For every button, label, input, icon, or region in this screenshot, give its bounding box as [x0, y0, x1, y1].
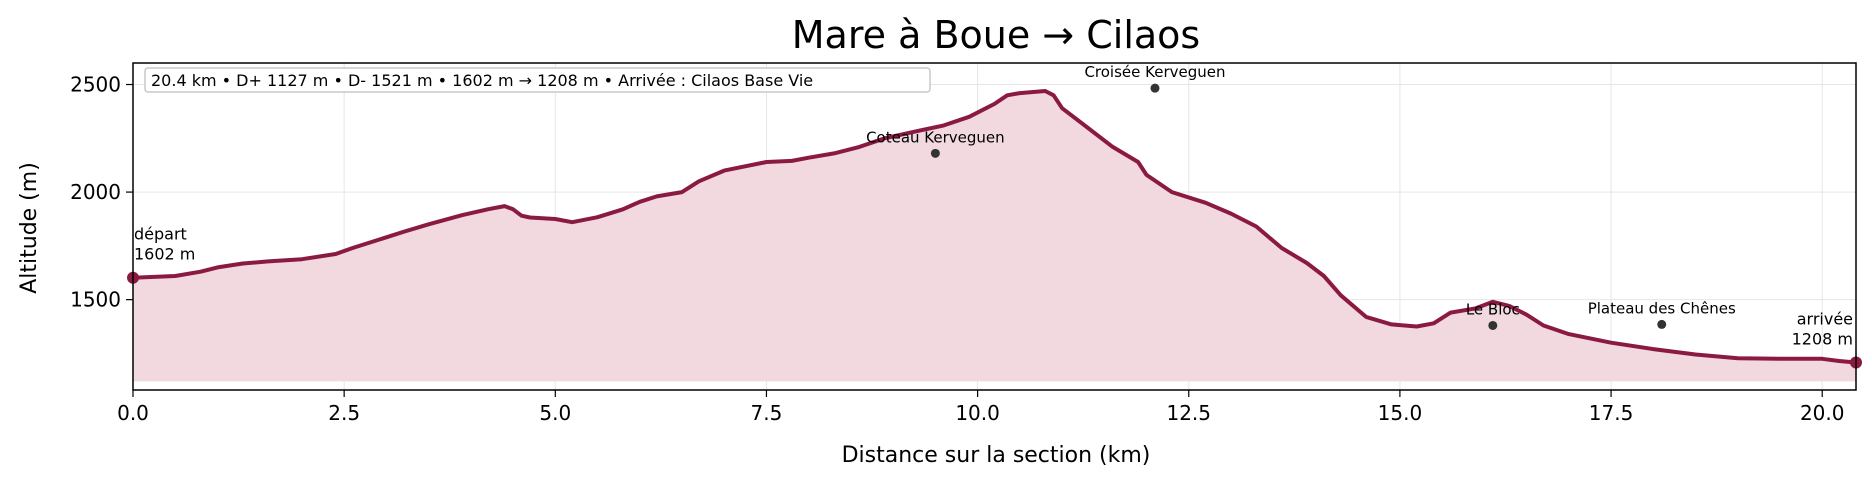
x-tick-label: 12.5	[1166, 401, 1211, 425]
waypoint-dot	[1657, 319, 1667, 329]
endpoint-label: arrivée	[1797, 309, 1853, 328]
y-tick-label: 1500	[70, 288, 121, 312]
endpoint-altitude: 1602 m	[134, 245, 195, 264]
waypoint-label: Plateau des Chênes	[1588, 299, 1736, 317]
markers: Coteau Kerveguen Croisée Kerveguen Le Bloc…	[127, 63, 1862, 369]
waypoint-dot	[1488, 320, 1498, 330]
y-axis-label: Altitude (m)	[17, 162, 42, 294]
y-tick-label: 2500	[70, 73, 121, 97]
x-tick-label: 2.5	[328, 401, 360, 425]
endpoint-altitude: 1208 m	[1792, 329, 1853, 348]
axis-ticks: 0.0 2.5 5.0 7.5 10.0 12.5 15.0 17.5 20.0 1500 2000…	[70, 73, 1844, 425]
x-tick-label: 10.0	[955, 401, 1000, 425]
waypoint-label: Coteau Kerveguen	[866, 128, 1005, 146]
x-tick-label: 20.0	[1800, 401, 1845, 425]
waypoint-dot	[930, 148, 940, 158]
y-tick-label: 2000	[70, 180, 121, 204]
chart-title: Mare à Boue → Cilaos	[792, 13, 1200, 57]
x-tick-label: 5.0	[539, 401, 571, 425]
x-axis-label: Distance sur la section (km)	[842, 443, 1151, 468]
x-tick-label: 7.5	[751, 401, 783, 425]
endpoint-label: départ	[134, 225, 187, 244]
waypoint-label: Le Bloc	[1466, 300, 1520, 318]
waypoint-label: Croisée Kerveguen	[1084, 63, 1225, 81]
summary-box	[144, 67, 931, 93]
x-tick-label: 17.5	[1589, 401, 1634, 425]
summary-text: 20.4 km • D+ 1127 m • D- 1521 m • 1602 m…	[151, 71, 813, 90]
elevation-line	[132, 89, 1857, 365]
plot-frame	[132, 62, 1857, 391]
waypoint-dot	[1150, 83, 1160, 93]
x-tick-label: 15.0	[1378, 401, 1423, 425]
elevation-area	[133, 91, 1856, 382]
x-tick-label: 0.0	[117, 401, 149, 425]
